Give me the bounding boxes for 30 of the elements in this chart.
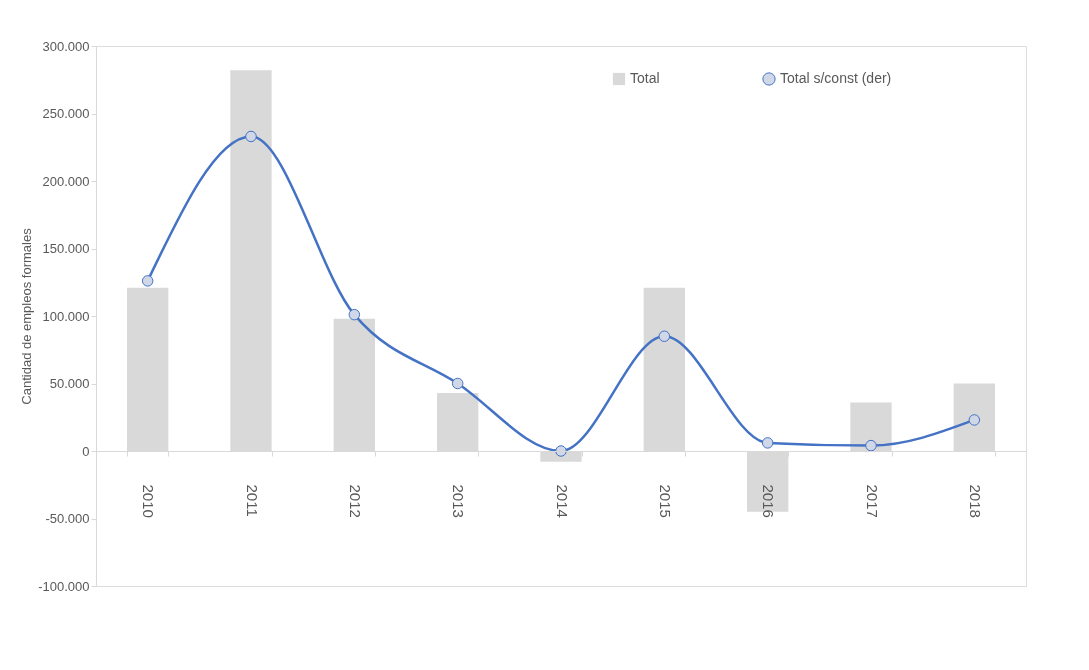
y-tick-label: -50.000 xyxy=(45,511,90,526)
legend-label: Total xyxy=(630,70,660,86)
x-tick-label: 2017 xyxy=(863,484,881,518)
x-tick-label: 2014 xyxy=(553,484,571,518)
x-tick-label: 2013 xyxy=(450,484,468,518)
x-tick-label: 2010 xyxy=(140,484,158,518)
y-tick-label: -100.000 xyxy=(38,578,90,594)
y-tick-label: 150.000 xyxy=(42,241,90,256)
y-axis-title: Cantidad de empleos formales xyxy=(19,227,35,405)
legend-label: Total s/const (der) xyxy=(780,70,892,86)
point xyxy=(141,275,154,287)
y-tick-label: 50.000 xyxy=(49,376,90,391)
x-tick-label: 2018 xyxy=(966,484,984,518)
y-tick-label: 0 xyxy=(82,443,90,459)
point xyxy=(245,130,257,143)
point xyxy=(865,439,877,452)
x-tick-label: 2016 xyxy=(760,484,778,518)
x-tick-label: 2012 xyxy=(346,484,364,518)
point xyxy=(451,377,464,390)
y-tick-label: 100.000 xyxy=(42,308,90,324)
y-tick-label: 250.000 xyxy=(42,106,90,121)
point xyxy=(968,414,981,426)
point xyxy=(555,445,567,457)
y-tick-label: 200.000 xyxy=(42,173,90,189)
x-tick-label: 2015 xyxy=(656,484,674,518)
point xyxy=(761,437,774,449)
point xyxy=(348,308,361,321)
x-tick-label: 2011 xyxy=(243,484,261,517)
point xyxy=(658,330,671,342)
y-tick-label: 300.000 xyxy=(42,38,90,54)
